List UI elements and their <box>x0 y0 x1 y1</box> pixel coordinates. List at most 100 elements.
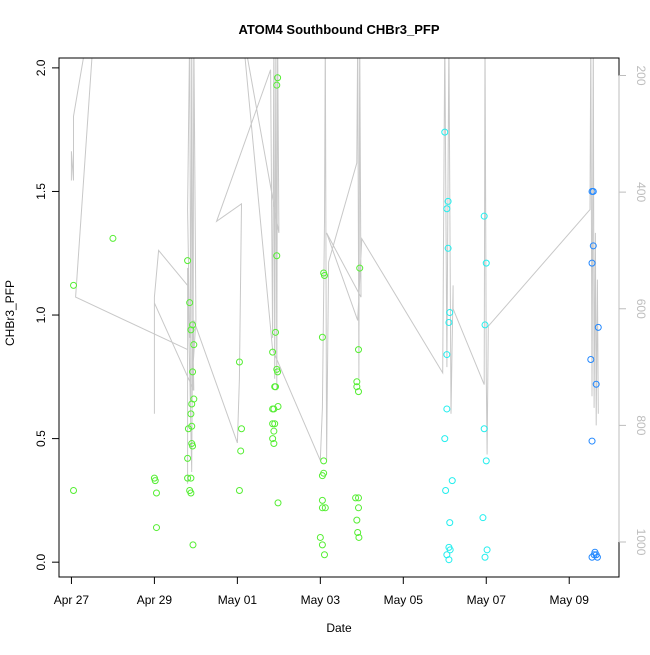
data-point <box>320 457 328 465</box>
data-point <box>316 533 324 541</box>
data-point <box>274 368 282 376</box>
data-point <box>270 440 278 448</box>
data-point <box>588 259 596 267</box>
y2-tick-label: 400 <box>634 182 648 202</box>
data-point <box>353 378 361 386</box>
data-point <box>235 358 243 366</box>
data-point <box>443 205 451 213</box>
data-point <box>271 420 279 428</box>
data-point <box>320 551 328 559</box>
data-point <box>189 541 197 549</box>
y2-tick-label: 200 <box>634 65 648 85</box>
data-point <box>441 435 449 443</box>
y2-tick-label: 800 <box>634 415 648 435</box>
x-tick-label: May 07 <box>467 593 507 607</box>
data-point <box>70 281 78 289</box>
y2-tick-label: 600 <box>634 299 648 319</box>
data-point <box>321 504 329 512</box>
data-point <box>443 405 451 413</box>
points-layer <box>70 74 602 564</box>
data-point <box>446 519 454 527</box>
data-point <box>354 529 362 537</box>
data-point <box>151 477 159 485</box>
x-axis-label: Date <box>326 621 352 635</box>
data-point <box>318 496 326 504</box>
data-point <box>274 499 282 507</box>
data-point <box>152 489 160 497</box>
data-point <box>354 504 362 512</box>
data-point <box>318 333 326 341</box>
altitude-line-layer <box>70 58 599 484</box>
data-point <box>184 257 192 265</box>
data-point <box>481 553 489 561</box>
data-point <box>445 318 453 326</box>
data-point <box>589 187 597 195</box>
data-point <box>320 469 328 477</box>
data-point <box>594 323 602 331</box>
data-point <box>479 514 487 522</box>
data-point <box>189 321 197 329</box>
data-point <box>318 541 326 549</box>
data-point <box>353 383 361 391</box>
data-point <box>70 487 78 494</box>
data-point <box>187 326 195 334</box>
data-point <box>190 395 198 403</box>
x-tick-label: Apr 27 <box>54 593 90 607</box>
data-point <box>352 494 360 502</box>
data-point <box>235 487 243 494</box>
data-point <box>446 546 454 554</box>
data-point <box>589 242 597 250</box>
data-point <box>482 259 490 267</box>
data-point <box>272 383 280 391</box>
x-tick-label: May 03 <box>301 593 341 607</box>
data-point <box>354 388 362 396</box>
data-point <box>109 234 117 242</box>
data-point <box>441 128 449 136</box>
data-point <box>445 556 453 564</box>
x-tick-label: May 01 <box>218 593 258 607</box>
x-tick-label: May 09 <box>550 593 590 607</box>
data-point <box>480 425 488 433</box>
chart-title: ATOM4 Southbound CHBr3_PFP <box>238 22 439 37</box>
data-point <box>269 348 277 356</box>
data-point <box>320 271 328 279</box>
data-point <box>593 553 601 561</box>
data-point <box>444 244 452 252</box>
data-point <box>356 264 364 272</box>
data-point <box>184 425 192 433</box>
data-point <box>152 524 160 532</box>
data-point <box>274 74 282 82</box>
data-point <box>482 457 490 465</box>
data-point <box>190 341 198 349</box>
y2-tick-label: 1000 <box>634 529 648 556</box>
data-point <box>184 454 192 462</box>
data-point <box>187 474 195 482</box>
data-point <box>481 321 489 329</box>
data-point <box>269 420 277 428</box>
altitude-line <box>70 58 599 484</box>
data-point <box>186 299 194 307</box>
y-tick-label: 0.0 <box>34 554 48 571</box>
y-tick-label: 2.0 <box>34 59 48 76</box>
y-tick-label: 1.5 <box>34 183 48 200</box>
x-tick-label: May 05 <box>384 593 424 607</box>
data-point <box>237 447 245 455</box>
data-point <box>587 356 595 364</box>
data-point <box>274 402 282 410</box>
data-point <box>442 487 450 494</box>
data-point <box>443 351 451 359</box>
data-point <box>273 81 281 89</box>
data-point <box>187 489 195 497</box>
data-point <box>446 309 454 317</box>
data-point <box>592 380 600 388</box>
data-point <box>273 252 281 260</box>
data-point <box>184 474 192 482</box>
data-point <box>483 546 491 554</box>
data-point <box>272 328 280 336</box>
plot-frame <box>58 57 620 578</box>
y-tick-label: 1.0 <box>34 306 48 323</box>
data-point <box>189 442 197 450</box>
data-point <box>269 435 277 443</box>
